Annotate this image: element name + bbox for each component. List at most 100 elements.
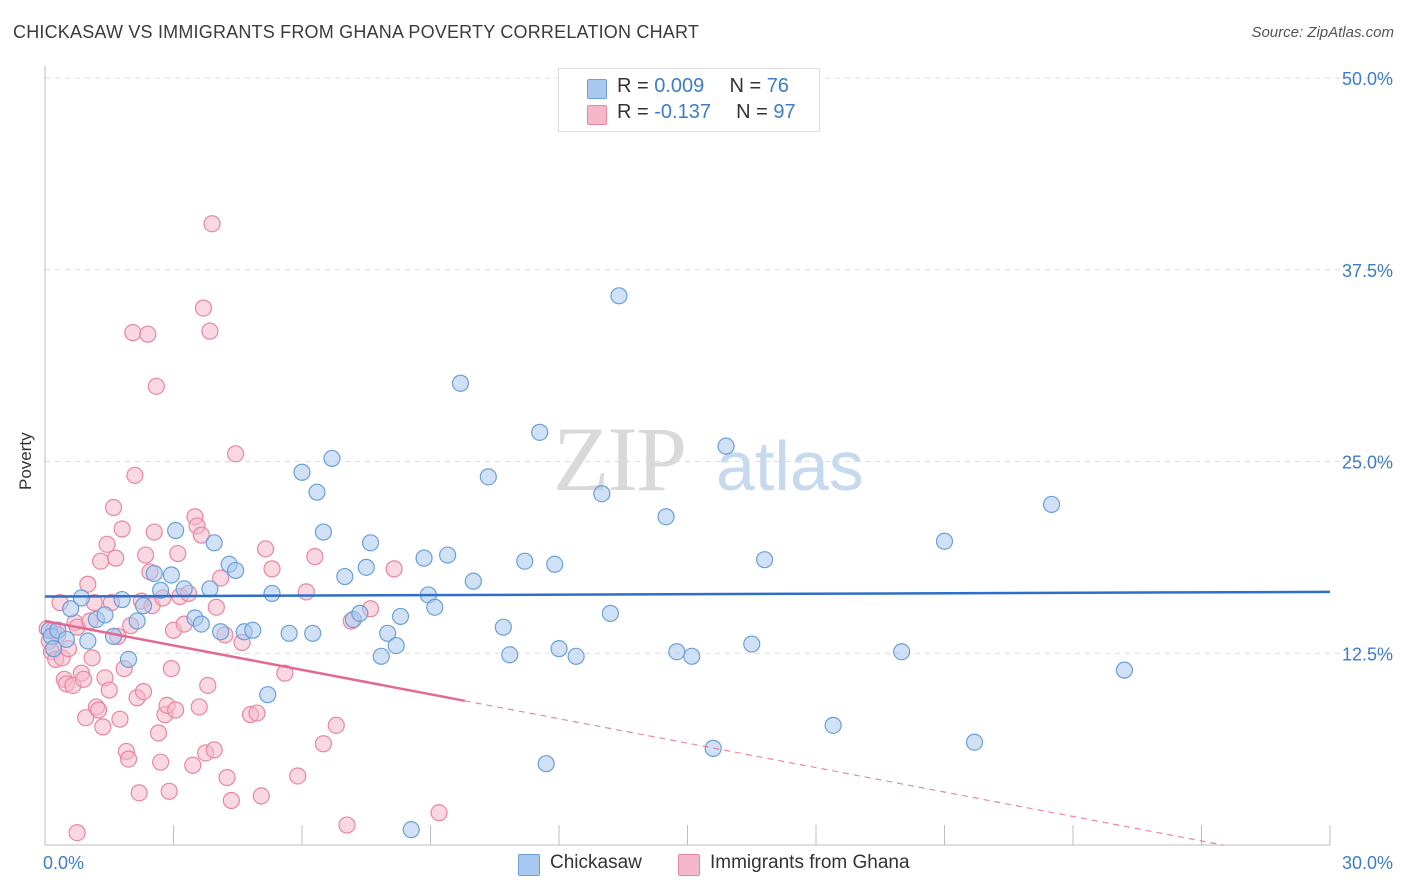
y-tick-labels: 12.5% 25.0% 37.5% 50.0% [1342,69,1393,664]
chickasaw-point [372,647,390,665]
legend-r-label: R = [617,101,655,123]
chickasaw-point [824,716,842,734]
chickasaw-point [704,739,722,757]
bottom-legend-swatch-chickasaw [518,854,540,876]
y-tick-label: 25.0% [1342,453,1393,473]
ghana-point [149,724,168,742]
source-credit: Source: ZipAtlas.com [1251,24,1394,41]
chickasaw-point [79,632,97,650]
ghana-point [111,710,129,728]
y-tick-label: 12.5% [1342,644,1393,664]
ghana-point [137,546,155,564]
ghana-point [100,681,118,699]
ghana-point [248,704,266,722]
ghana-point [327,716,345,734]
gridlines [45,77,1393,654]
chickasaw-point [601,604,620,622]
chickasaw-point [1042,495,1061,514]
ghana-point [205,741,223,759]
chickasaw-point [113,590,131,609]
chickasaw-point [935,532,954,550]
chickasaw-point [531,423,549,441]
chickasaw-point [391,607,410,626]
chickasaw-point [293,463,311,481]
series-immigrants-from-ghana [38,215,448,842]
chickasaw-point [162,566,180,584]
ghana-point [256,540,275,558]
ghana-point [126,466,144,484]
ghana-point [297,583,315,601]
ghana-point [92,552,110,570]
chickasaw-point [361,534,380,552]
chickasaw-point [44,640,63,658]
chickasaw-point [415,549,433,567]
ghana-point [192,526,210,544]
chickasaw-point [402,821,420,839]
ghana-point [162,659,180,678]
ghana-point [68,824,86,842]
chickasaw-point [128,612,146,630]
y-tick-label: 50.0% [1342,69,1393,89]
legend-r-label: R = [617,75,655,97]
ghana-point [167,701,185,719]
x-tick-min: 0.0% [43,853,84,873]
chickasaw-point [280,624,298,642]
chickasaw-point [464,572,482,590]
ghana-point [199,676,217,695]
chickasaw-point [426,598,444,616]
chickasaw-point [314,523,333,541]
chickasaw-point [57,630,76,649]
ghana-point [124,324,142,342]
chickasaw-point [516,552,534,570]
ghana-point [314,735,333,753]
watermark-zip: ZIP [553,408,685,510]
chickasaw-point [451,374,470,392]
chickasaw-point [439,546,457,564]
ghana-point [252,787,270,805]
chickasaw-point [494,618,512,636]
ghana-point [222,791,240,810]
chickasaw-point [336,567,354,586]
ghana-point [430,804,448,822]
ghana-point [276,664,294,682]
legend-box: R = 0.009 N = 76 R = -0.137 N = 97 [558,68,820,132]
legend-n-label: N = [729,75,767,97]
ghana-point [169,544,187,563]
chickasaw-point [593,485,611,503]
chickasaw-point [357,558,375,576]
ghana-point [83,649,101,667]
ghana-point [184,756,202,774]
ghana-point [160,782,178,800]
ghana-point [338,816,356,834]
chickasaw-point [683,647,701,665]
legend-r-value: 0.009 [654,75,705,97]
chickasaw-point [743,635,761,653]
ghana-point [385,560,403,578]
chickasaw-point [567,647,585,665]
ghana-point [98,535,116,553]
chickasaw-point [323,449,341,468]
chickasaw-point [96,606,114,624]
bottom-legend-swatch-ghana [678,854,700,876]
ghana-point [134,682,153,701]
ghana-point [263,560,281,578]
chickasaw-point [893,643,911,661]
chickasaw-point [263,584,281,603]
chickasaw-point [205,534,223,552]
ghana-point [227,445,245,463]
chickasaw-point [610,287,628,305]
chickasaw-point [550,640,568,658]
ghana-point [207,598,225,616]
bottom-legend-label-ghana: Immigrants from Ghana [710,852,910,873]
legend-n-label: N = [736,101,774,123]
ghana-point [104,498,123,517]
chickasaw-point [351,604,369,622]
chickasaw-point [479,468,497,486]
ghana-point [74,670,93,688]
ghana-point [201,322,219,340]
ghana-point [147,377,165,395]
bottom-legend-label-chickasaw: Chickasaw [550,852,642,873]
watermark-atlas: atlas [716,427,864,505]
legend-text-ghana: R = -0.137 N = 97 [617,101,796,124]
